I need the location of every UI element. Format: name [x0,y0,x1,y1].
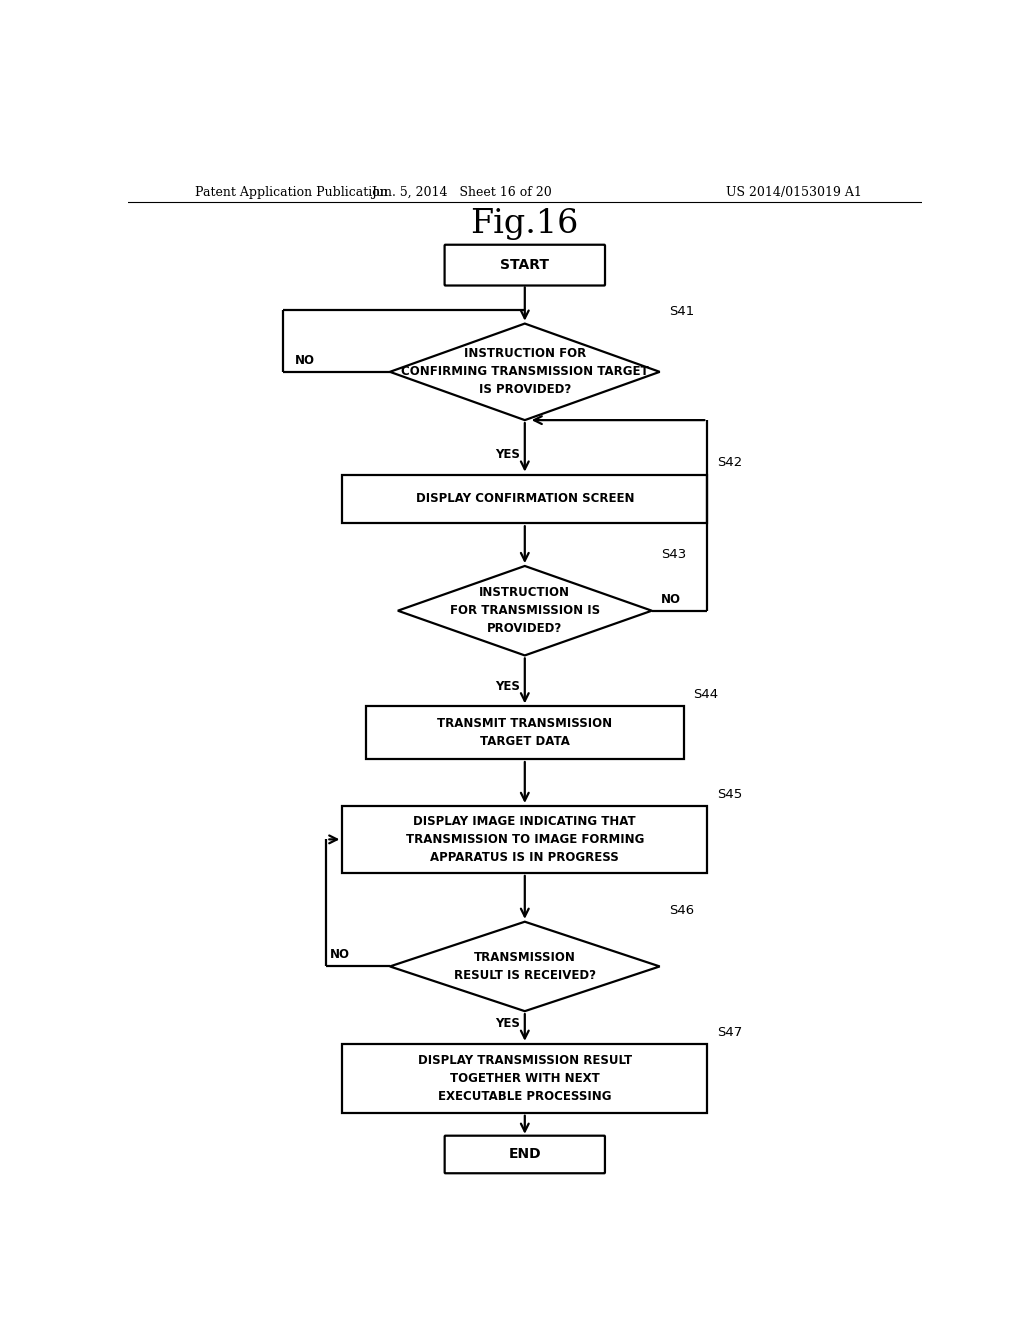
Text: S41: S41 [670,305,694,318]
Text: Patent Application Publication: Patent Application Publication [196,186,388,199]
Text: DISPLAY TRANSMISSION RESULT
TOGETHER WITH NEXT
EXECUTABLE PROCESSING: DISPLAY TRANSMISSION RESULT TOGETHER WIT… [418,1053,632,1102]
Text: NO: NO [331,948,350,961]
FancyBboxPatch shape [342,1044,708,1113]
Text: S45: S45 [717,788,742,801]
Text: TRANSMISSION
RESULT IS RECEIVED?: TRANSMISSION RESULT IS RECEIVED? [454,950,596,982]
Text: START: START [501,259,549,272]
FancyBboxPatch shape [342,474,708,523]
Text: US 2014/0153019 A1: US 2014/0153019 A1 [726,186,862,199]
Text: S44: S44 [693,688,718,701]
Text: Jun. 5, 2014   Sheet 16 of 20: Jun. 5, 2014 Sheet 16 of 20 [371,186,552,199]
Polygon shape [390,921,659,1011]
Text: TRANSMIT TRANSMISSION
TARGET DATA: TRANSMIT TRANSMISSION TARGET DATA [437,717,612,748]
Polygon shape [397,566,652,656]
Text: YES: YES [495,1018,520,1031]
Text: S47: S47 [717,1026,742,1039]
FancyBboxPatch shape [342,805,708,873]
Text: NO: NO [662,593,681,606]
Text: INSTRUCTION FOR
CONFIRMING TRANSMISSION TARGET
IS PROVIDED?: INSTRUCTION FOR CONFIRMING TRANSMISSION … [401,347,648,396]
FancyBboxPatch shape [367,706,684,759]
Polygon shape [390,323,659,420]
Text: INSTRUCTION
FOR TRANSMISSION IS
PROVIDED?: INSTRUCTION FOR TRANSMISSION IS PROVIDED… [450,586,600,635]
Text: END: END [509,1147,541,1162]
Text: Fig.16: Fig.16 [471,209,579,240]
Text: DISPLAY IMAGE INDICATING THAT
TRANSMISSION TO IMAGE FORMING
APPARATUS IS IN PROG: DISPLAY IMAGE INDICATING THAT TRANSMISSI… [406,814,644,863]
Text: YES: YES [495,680,520,693]
FancyBboxPatch shape [444,244,605,285]
Text: YES: YES [495,449,520,461]
FancyBboxPatch shape [444,1135,605,1173]
Text: NO: NO [295,354,314,367]
Text: S42: S42 [717,457,742,470]
Text: S43: S43 [662,548,686,561]
Text: S46: S46 [670,904,694,916]
Text: DISPLAY CONFIRMATION SCREEN: DISPLAY CONFIRMATION SCREEN [416,492,634,506]
